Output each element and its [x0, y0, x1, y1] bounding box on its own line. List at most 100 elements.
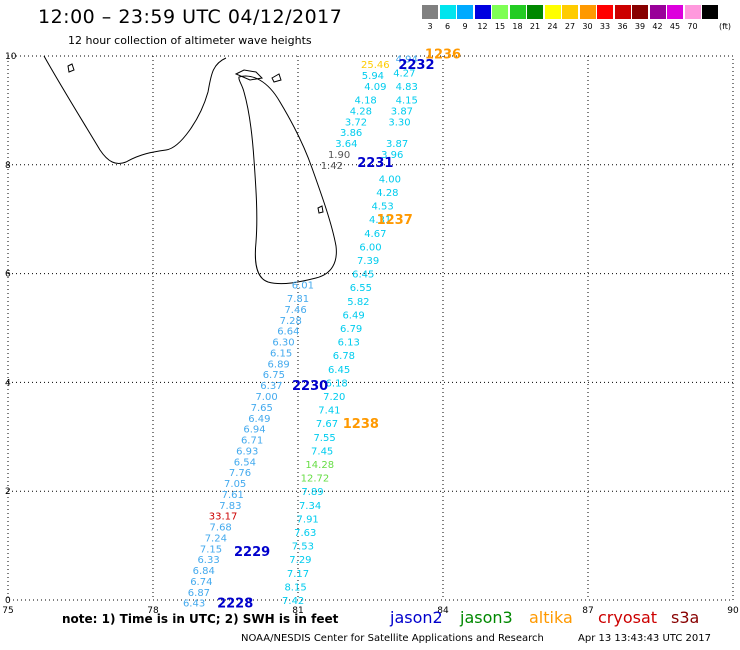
legend-swatch [667, 5, 683, 19]
swh-value: 6.45 [352, 270, 374, 281]
swh-value: 7.00 [255, 392, 277, 403]
legend-swatch [527, 5, 543, 19]
swh-value: 4.28 [376, 188, 398, 199]
swh-value: 6.87 [188, 588, 210, 599]
swh-value: 6.30 [272, 338, 294, 349]
swh-value: 6.78 [333, 351, 355, 362]
swh-value: 25.46 [361, 60, 390, 71]
swh-value: 7.28 [280, 316, 302, 327]
swh-value: 6.74 [190, 577, 212, 588]
swh-value: 6.54 [234, 457, 256, 468]
swh-value: 4.83 [396, 82, 418, 93]
legend-swatch [509, 5, 526, 19]
swh-value: 3.30 [388, 117, 410, 128]
pass-time: 1236 [425, 47, 461, 62]
swh-value: 7.29 [289, 555, 311, 566]
coastline [43, 55, 337, 285]
y-tick-label: 4 [5, 378, 11, 388]
satellite-cryosat: cryosat [598, 608, 658, 627]
coast-fragment [67, 63, 75, 73]
chart-title: 12:00 – 23:59 UTC 04/12/2017 [38, 6, 343, 28]
swh-value: 6.75 [263, 370, 285, 381]
swh-value: 6.01 [292, 280, 314, 291]
legend-label: 27 [564, 22, 576, 31]
satellite-altika: altika [529, 608, 573, 627]
swh-value: 33.17 [209, 512, 238, 523]
swh-value: 3.87 [391, 106, 413, 117]
swh-value: 6.71 [241, 436, 263, 447]
legend-swatch [457, 5, 473, 19]
swh-value: 7.46 [284, 305, 306, 316]
footnote: note: 1) Time is in UTC; 2) SWH is in fe… [62, 612, 339, 626]
swh-value: 6.94 [243, 425, 265, 436]
x-tick-label: 90 [727, 606, 739, 616]
swh-value: 3.87 [386, 139, 408, 150]
legend-swatch [702, 5, 718, 19]
swh-value: 7.55 [313, 433, 335, 444]
satellite-s3a: s3a [671, 608, 700, 627]
jaffna-peninsula [234, 69, 264, 81]
swh-value: 4.15 [396, 96, 418, 107]
india-coast [43, 55, 227, 164]
pass-time: 1238 [343, 417, 379, 432]
pass-time: 1237 [377, 213, 413, 228]
pass-time: 2230 [292, 379, 328, 394]
swh-value: 4.28 [350, 106, 372, 117]
legend-swatch [544, 5, 561, 19]
swh-value: 7.63 [294, 528, 316, 539]
swh-value: 6.13 [338, 338, 360, 349]
generated-timestamp: Apr 13 13:43:43 UTC 2017 [578, 633, 711, 644]
swh-value: 6.18 [326, 378, 348, 389]
swh-value: 7.65 [251, 403, 273, 414]
legend-swatch [579, 5, 596, 19]
satellite-jason2: jason2 [390, 608, 443, 627]
legend-swatch [422, 5, 438, 19]
legend-label: 15 [494, 22, 506, 31]
swh-value: 7.20 [323, 392, 345, 403]
swh-value: 3.86 [340, 128, 362, 139]
legend-swatch [632, 5, 648, 19]
legend-swatch [614, 5, 631, 19]
x-tick-label: 78 [147, 606, 159, 616]
swh-observations: 4.94 25.465.94 4.27 4.09 4.83 4.18 4.15 4.28 3.8… [183, 55, 418, 610]
swh-value: 4.00 [379, 174, 401, 185]
swh-value: 7.83 [219, 501, 241, 512]
swh-value: 6.49 [342, 310, 364, 321]
legend-label: 36 [617, 22, 628, 31]
swh-value: 7.89 [301, 487, 323, 498]
credit-line: NOAA/NESDIS Center for Satellite Applica… [241, 633, 544, 644]
x-tick-label: 75 [2, 606, 13, 616]
swh-value: 3.72 [345, 117, 367, 128]
swh-value: 7.34 [299, 501, 321, 512]
swh-value: 6.49 [248, 414, 270, 425]
swh-value: 6.84 [193, 566, 215, 577]
swh-value: 4.09 [364, 82, 386, 93]
legend-swatch [439, 5, 456, 19]
swh-value: 3.96 [381, 150, 403, 161]
pass-time: 2232 [398, 58, 434, 73]
swh-value: 7.61 [222, 490, 244, 501]
legend-label: 3 [427, 22, 433, 31]
legend-label: 30 [582, 22, 593, 31]
legend-label: 42 [652, 22, 663, 31]
legend-label: 39 [634, 22, 646, 31]
swh-value: 7.45 [311, 446, 333, 457]
x-tick-label: 87 [582, 606, 593, 616]
swh-value: 6.93 [236, 446, 258, 457]
swh-value: 1.90 [328, 150, 350, 161]
swh-value: 6.45 [328, 365, 350, 376]
swh-value: 7.81 [287, 294, 309, 305]
y-tick-label: 6 [5, 270, 11, 280]
swh-value: 7.15 [200, 544, 222, 555]
legend-label: 24 [547, 22, 558, 31]
swh-value: 5.94 [362, 71, 384, 82]
legend-swatch [474, 5, 491, 19]
legend-label: 18 [512, 22, 523, 31]
legend-label: 6 [444, 22, 451, 31]
swh-value: 7.41 [318, 406, 340, 417]
swh-value: 7.68 [210, 523, 232, 534]
legend-unit: (ft) [719, 22, 732, 31]
swh-value: 6.37 [260, 381, 282, 392]
